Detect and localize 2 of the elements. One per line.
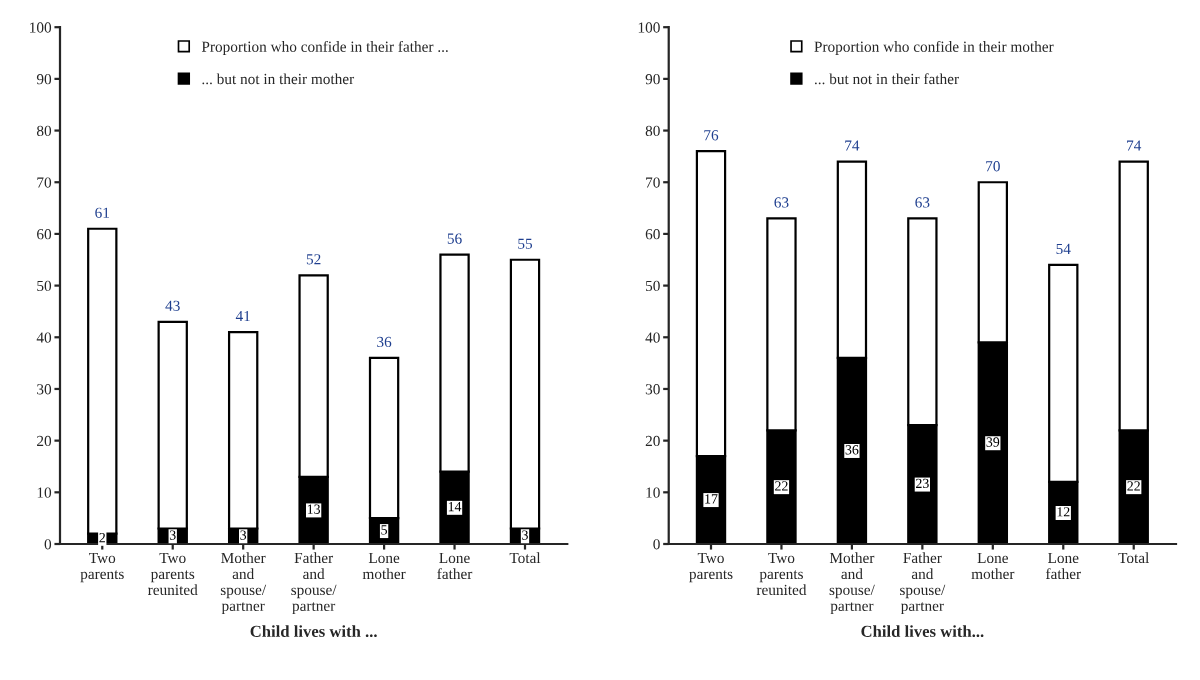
- x-axis-title: Child lives with...: [861, 625, 984, 638]
- x-axis-title: Child lives with ...: [250, 625, 377, 638]
